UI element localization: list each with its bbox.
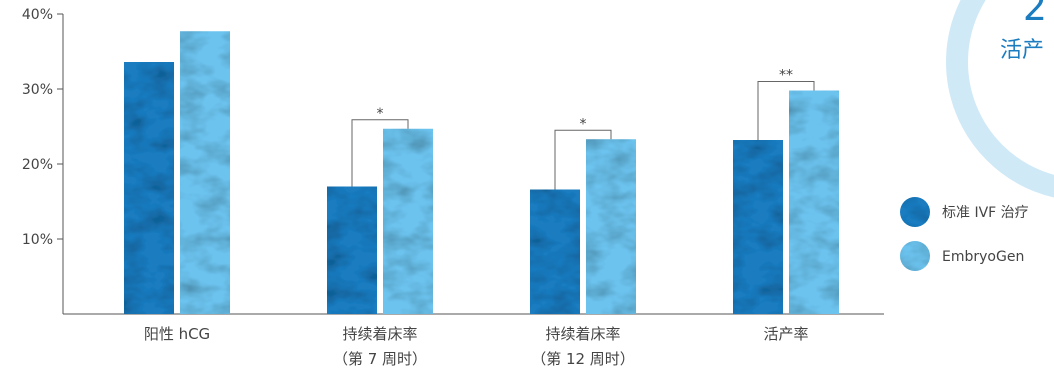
- legend-label: EmbryoGen: [942, 249, 1024, 265]
- bar-embryogen: [586, 139, 636, 314]
- badge-number: 2: [1023, 0, 1047, 29]
- bar-embryogen: [180, 31, 230, 314]
- significance-marker: *: [377, 106, 384, 122]
- significance-brackets: ****: [351, 68, 815, 190]
- x-tick-label: 持续着床率: [342, 325, 417, 343]
- bar-standard-ivf: [124, 62, 174, 314]
- y-tick-label: 20%: [22, 157, 53, 173]
- live-birth-badge: 2 活产: [946, 0, 1054, 198]
- badge-ring: [946, 0, 1054, 198]
- x-tick-labels: 阳性 hCG 持续着床率 （第 7 周时） 持续着床率 （第 12 周时） 活产率: [144, 325, 809, 368]
- x-tick-label: 持续着床率: [545, 325, 620, 343]
- legend-swatch: [900, 197, 930, 227]
- bar-standard-ivf: [733, 140, 783, 314]
- x-tick-label: （第 12 周时）: [531, 350, 635, 368]
- x-tick-label: （第 7 周时）: [333, 350, 427, 368]
- x-tick-label: 阳性 hCG: [144, 325, 210, 343]
- significance-marker: *: [580, 116, 587, 132]
- legend: 标准 IVF 治疗 EmbryoGen: [900, 197, 1029, 271]
- y-tick-label: 10%: [22, 232, 53, 248]
- badge-text: 活产: [1000, 38, 1044, 63]
- bars: [124, 31, 839, 314]
- significance-bracket: [554, 129, 612, 190]
- bar-embryogen: [789, 90, 839, 314]
- legend-label: 标准 IVF 治疗: [942, 205, 1029, 221]
- significance-marker: **: [779, 68, 793, 84]
- bar-standard-ivf: [530, 189, 580, 314]
- significance-bracket: [351, 119, 409, 187]
- y-tick-label: 30%: [22, 82, 53, 98]
- y-ticks: 10% 20% 30% 40%: [22, 7, 63, 248]
- bar-embryogen: [383, 128, 433, 314]
- significance-bracket: [757, 81, 815, 140]
- x-tick-label: 活产率: [763, 325, 808, 343]
- legend-swatch: [900, 241, 930, 271]
- y-tick-label: 40%: [22, 7, 53, 23]
- bar-standard-ivf: [327, 186, 377, 314]
